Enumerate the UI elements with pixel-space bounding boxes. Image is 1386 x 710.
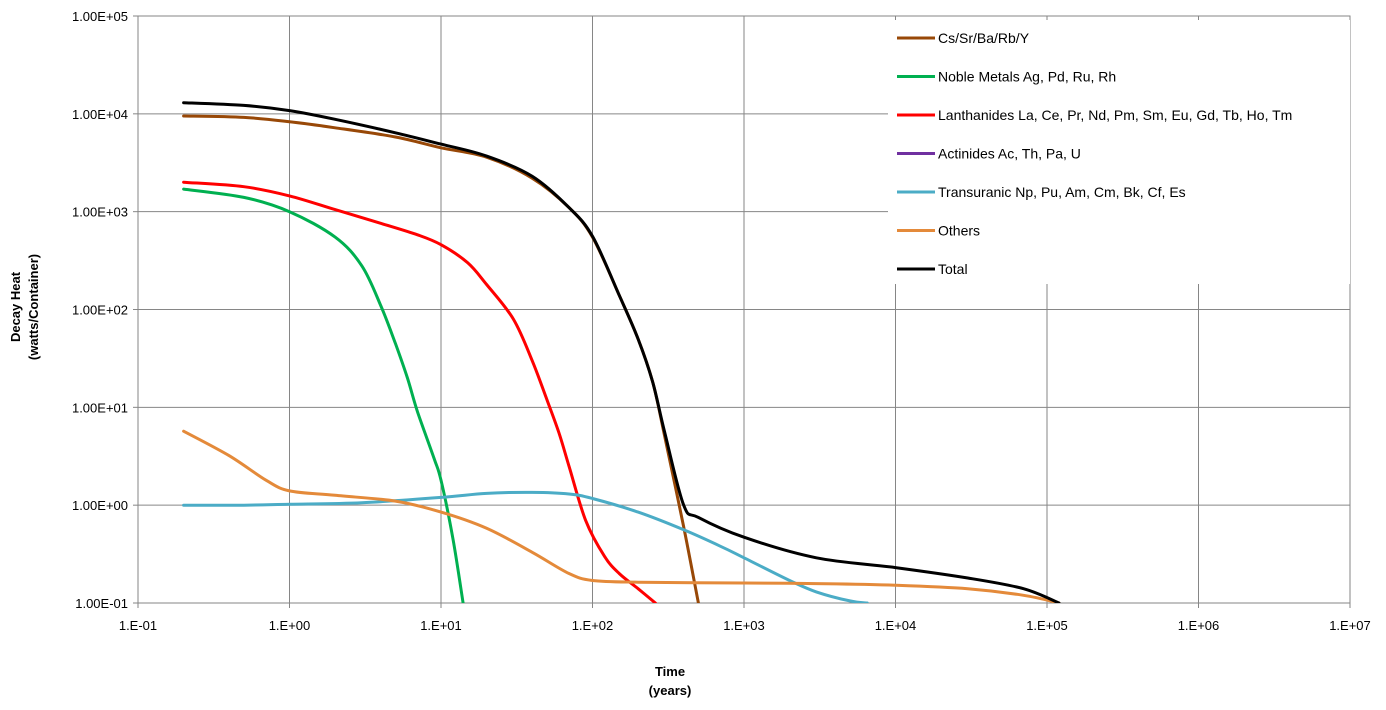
series-lines (182, 101, 1061, 603)
series-line-noble-metals-ag-pd-ru-rh (182, 187, 465, 603)
legend-label-noble-metals-ag-pd-ru-rh: Noble Metals Ag, Pd, Ru, Rh (938, 69, 1116, 85)
y-tick-label: 1.00E+04 (72, 107, 128, 122)
y-tick-label: 1.00E+02 (72, 303, 128, 318)
legend-label-cs-sr-ba-rb-y: Cs/Sr/Ba/Rb/Y (938, 30, 1030, 46)
y-axis-title-unit: (watts/Container) (26, 254, 41, 360)
y-tick-label: 1.00E+03 (72, 205, 128, 220)
y-axis-tick-labels: 1.00E-01 1.00E+00 1.00E+01 1.00E+02 1.00E+03… (72, 9, 128, 611)
x-tick-label: 1.E+02 (572, 618, 614, 633)
x-axis-tick-labels: 1.E-01 1.E+00 1.E+01 1.E+02 1.E+03 1.E+04 1.E+… (119, 618, 1371, 633)
series-line-total (182, 101, 1061, 603)
x-tick-label: 1.E+03 (723, 618, 765, 633)
x-tick-label: 1.E+04 (875, 618, 917, 633)
legend: Cs/Sr/Ba/Rb/Y Noble Metals Ag, Pd, Ru, Rh… (897, 30, 1292, 277)
legend-background (888, 20, 1350, 284)
x-tick-label: 1.E+01 (420, 618, 462, 633)
x-axis-title: Time (655, 664, 685, 679)
y-tick-label: 1.00E+05 (72, 9, 128, 24)
legend-label-others: Others (938, 223, 980, 239)
y-tick-label: 1.00E+01 (72, 400, 128, 415)
y-axis-title: Decay Heat (8, 271, 23, 342)
legend-label-transuranic-np-pu-am-cm-bk-cf-es: Transuranic Np, Pu, Am, Cm, Bk, Cf, Es (938, 184, 1186, 200)
y-tick-label: 1.00E-01 (75, 596, 128, 611)
series-line-lanthanides-la-ce-pr-nd-pm-sm-eu-gd-tb-ho-tm (182, 180, 657, 603)
legend-label-lanthanides-la-ce-pr-nd-pm-sm-eu-gd-tb-ho-tm: Lanthanides La, Ce, Pr, Nd, Pm, Sm, Eu, … (938, 107, 1292, 123)
legend-label-total: Total (938, 261, 968, 277)
x-tick-label: 1.E-01 (119, 618, 157, 633)
x-tick-label: 1.E+00 (269, 618, 311, 633)
x-tick-label: 1.E+06 (1178, 618, 1220, 633)
y-tick-label: 1.00E+00 (72, 498, 128, 513)
series-line-others (182, 429, 1061, 603)
x-axis-title-unit: (years) (649, 683, 692, 698)
x-tick-label: 1.E+05 (1026, 618, 1068, 633)
x-tick-label: 1.E+07 (1329, 618, 1371, 633)
legend-label-actinides-ac-th-pa-u: Actinides Ac, Th, Pa, U (938, 146, 1081, 162)
